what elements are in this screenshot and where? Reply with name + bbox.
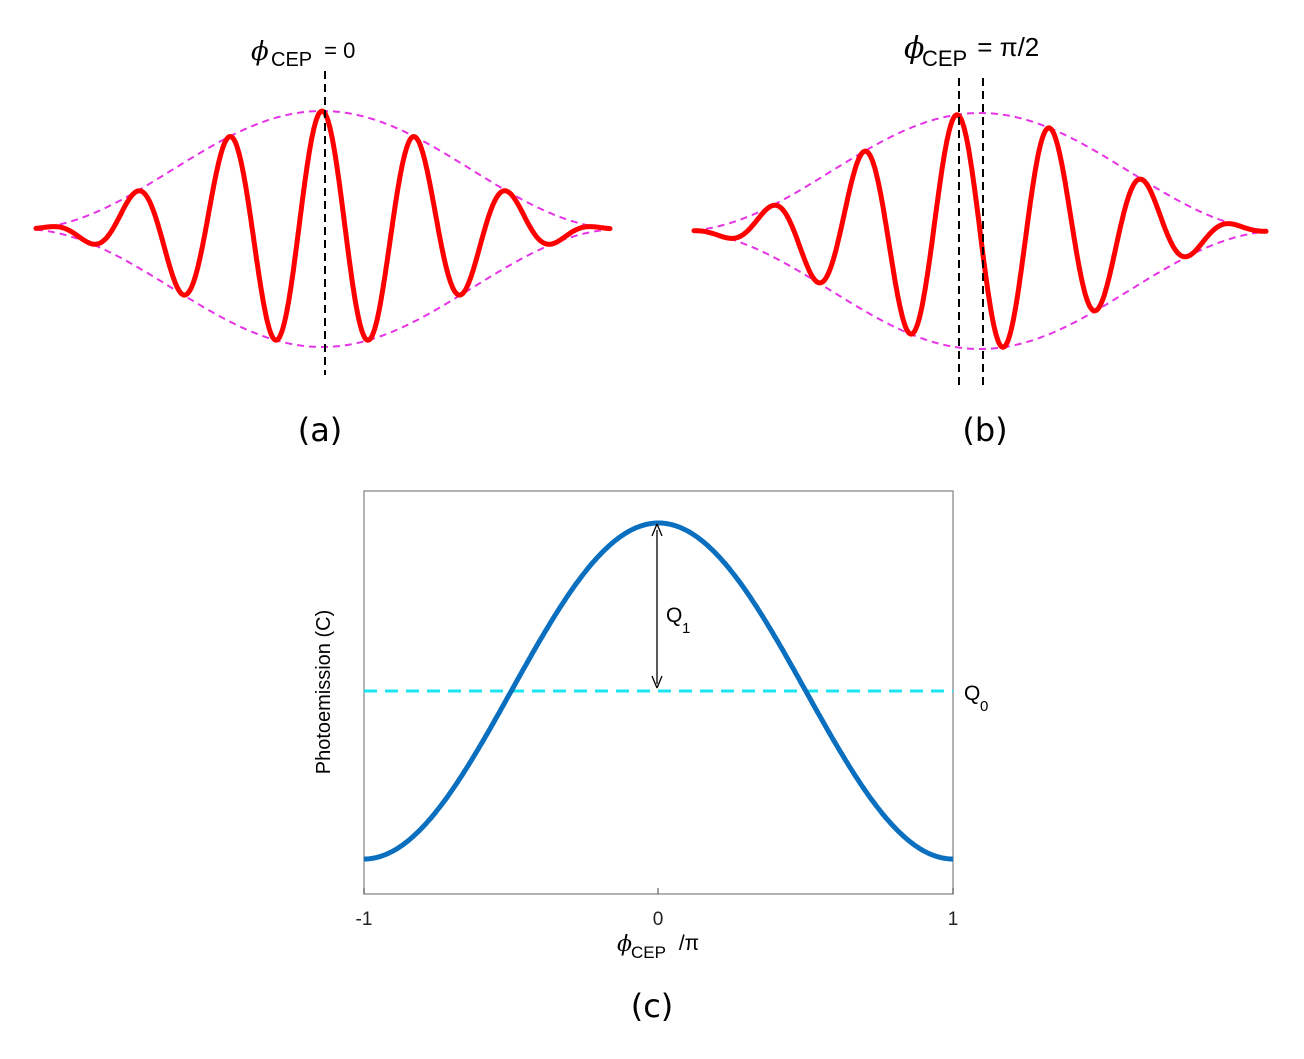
y-axis-label: Photoemission (C): [313, 610, 335, 775]
panel-label-a: (a): [298, 411, 343, 449]
envelope-upper-b: [693, 112, 1267, 232]
q1-arrowhead-down: [651, 675, 663, 689]
q0-subscript: 0: [980, 698, 988, 715]
q1-arrowhead-up: [651, 523, 663, 537]
panel-a: ϕ CEP = 0 (a): [33, 37, 613, 449]
x-axis-label-phi: ϕ: [617, 932, 632, 957]
q1-label: Q: [666, 604, 682, 627]
photoemission-curve: [364, 520, 953, 862]
envelope-lower-b: [693, 230, 1267, 350]
x-axis-label-subscript: CEP: [631, 943, 666, 962]
x-tick-label-mid: 0: [653, 909, 664, 930]
cep-subscript-b: CEP: [922, 46, 967, 71]
carrier-wave-b: [691, 112, 1269, 350]
envelope-lower-a: [35, 228, 611, 348]
x-axis-label-suffix: /π: [673, 932, 699, 955]
x-tick-label-right: 1: [948, 909, 959, 930]
panel-c: -1 0 1 Q 1 Q 0 Photoemission (C) ϕ CEP /…: [313, 490, 988, 1025]
phi-symbol-a: ϕ: [251, 37, 269, 67]
q1-subscript: 1: [682, 620, 690, 637]
cep-value-b: = π/2: [970, 32, 1039, 62]
x-tick-label-left: -1: [356, 909, 373, 930]
cep-value-a: = 0: [318, 38, 355, 63]
cep-subscript-a: CEP: [271, 49, 312, 71]
carrier-wave-a: [33, 108, 613, 343]
panel-b: ϕ CEP = π/2 (b): [691, 31, 1269, 449]
phi-symbol-b: ϕ: [904, 31, 924, 66]
q0-label: Q: [964, 682, 980, 705]
panel-label-b: (b): [962, 411, 1007, 449]
panel-label-c: (c): [631, 987, 674, 1025]
